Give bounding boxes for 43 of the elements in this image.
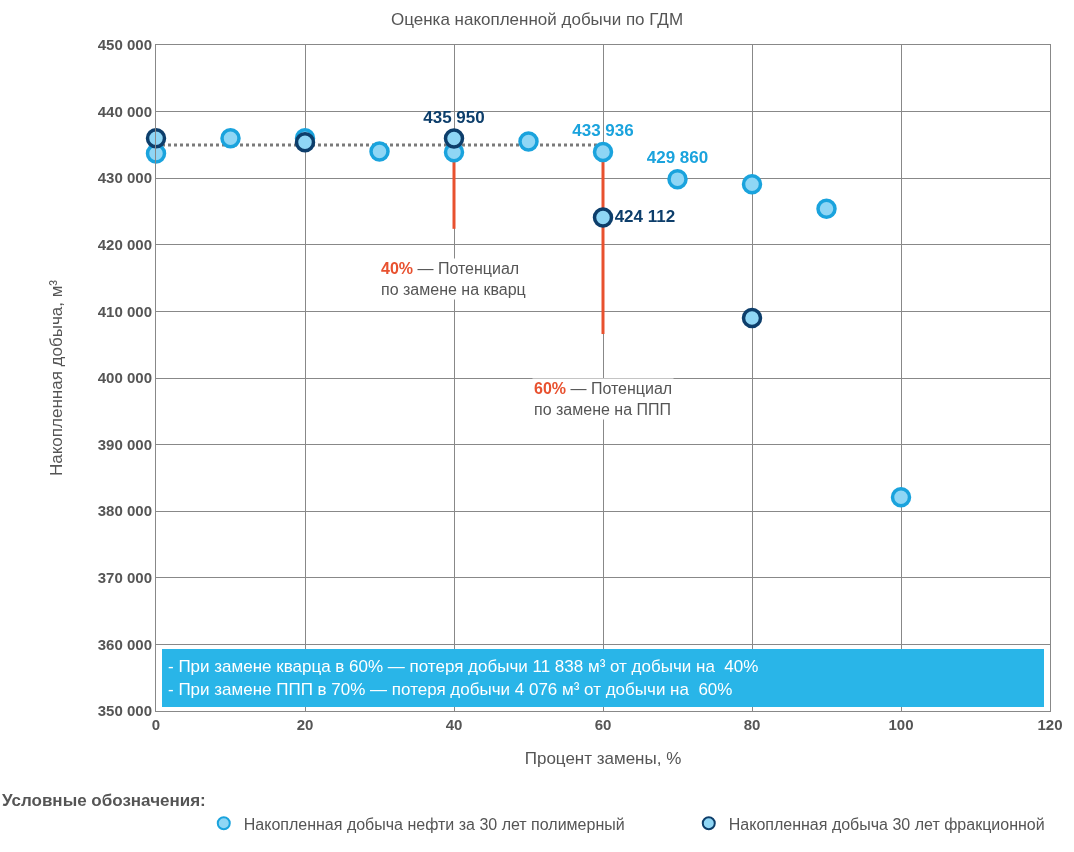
point (220, 127, 241, 149)
annotation: 40% — Потенциал по замене на кварц (381, 260, 526, 298)
point (145, 127, 167, 149)
point (890, 486, 912, 508)
y-tick-label: 360 000 (97, 635, 152, 653)
x-tick-label: 120 (1037, 716, 1063, 733)
y-tick-label: 440 000 (97, 102, 152, 120)
point (741, 173, 763, 195)
y-tick-label: 390 000 (97, 435, 152, 453)
x-tick-label: 100 (888, 716, 914, 733)
chart-title: Оценка накопленной добычи по ГДМ (390, 9, 684, 29)
data-label: 433 936 (572, 121, 634, 141)
x-axis-title: Процент замены, % (524, 749, 682, 769)
note-box: - При замене кварца в 60% — потеря добычи 11 838 м³ от добычи на 40% - При замене ППП в 70% — потеря добычи 4 076 м³ от добычи на 60% (162, 649, 1044, 707)
y-tick-label: 370 000 (97, 569, 152, 587)
point (518, 131, 539, 152)
point (741, 307, 763, 329)
data-label: 424 112 (614, 206, 676, 226)
point (592, 141, 614, 163)
point (443, 128, 465, 149)
y-tick-label: 450 000 (97, 36, 152, 54)
legend-title: Условные обозначения: (2, 791, 206, 811)
point (667, 168, 688, 190)
y-tick-label: 430 000 (97, 169, 152, 187)
x-tick-label: 20 (296, 716, 314, 733)
data-label: 429 860 (646, 148, 709, 168)
y-tick-label: 400 000 (97, 369, 152, 387)
y-tick-label: 350 000 (97, 702, 152, 720)
point (369, 141, 390, 162)
x-tick-label: 0 (151, 716, 161, 733)
point (816, 198, 837, 220)
x-tick-label: 40 (445, 716, 463, 733)
x-tick-label: 80 (743, 716, 761, 733)
y-axis-title: Накопленная добыча, м³ (47, 279, 67, 476)
point (592, 207, 614, 228)
x-tick-label: 60 (594, 716, 612, 733)
y-tick-label: 410 000 (97, 302, 152, 320)
y-tick-label: 380 000 (97, 502, 152, 520)
data-label: 435 950 (423, 107, 485, 127)
legend-label: Накопленная добыча 30 лет фракционной (728, 815, 1045, 833)
y-tick-label: 420 000 (97, 236, 152, 254)
annotation: 60% — Потенциал по замене на ППП (534, 380, 673, 418)
legend-label: Накопленная добыча нефти за 30 лет полимерный (243, 815, 625, 833)
